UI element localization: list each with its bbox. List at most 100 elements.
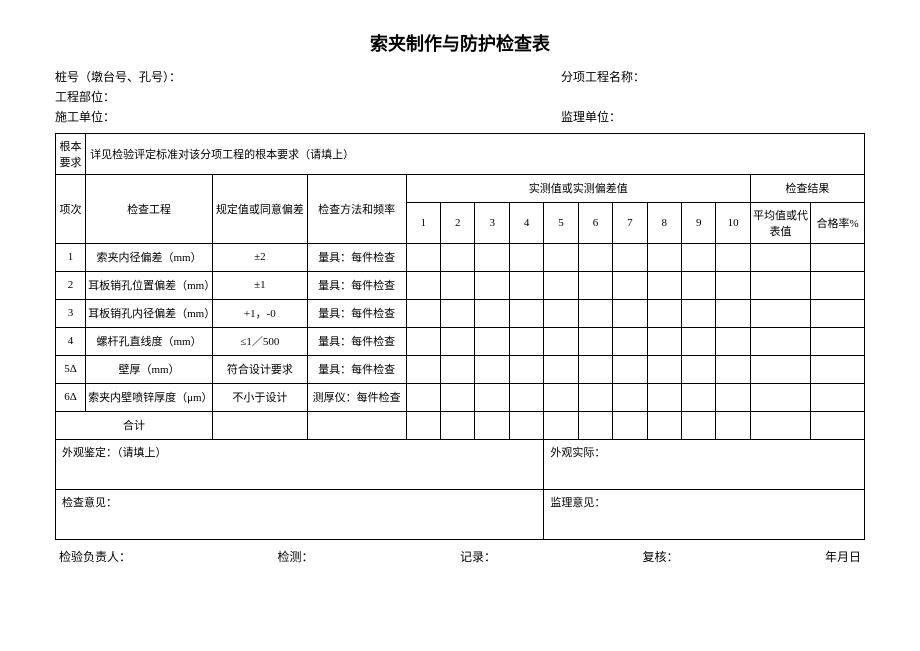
cell-val[interactable] [613,299,647,327]
cell-rate[interactable] [811,411,865,439]
cell-avg[interactable] [750,327,810,355]
cell-val[interactable] [647,327,681,355]
cell-val[interactable] [509,243,543,271]
cell-val[interactable] [441,243,475,271]
cell-val[interactable] [509,411,543,439]
cell-val[interactable] [441,383,475,411]
cell-rate[interactable] [811,383,865,411]
cell-val[interactable] [613,271,647,299]
cell-rate[interactable] [811,355,865,383]
cell-val[interactable] [544,299,578,327]
cell-val[interactable] [475,299,509,327]
opinion-row: 检查意见： 监理意见： [56,489,865,539]
cell-val[interactable] [578,327,612,355]
cell-val[interactable] [613,411,647,439]
cell-val[interactable] [716,243,750,271]
cell-spec: 符合设计要求 [213,355,308,383]
cell-rate[interactable] [811,243,865,271]
cell-val[interactable] [613,327,647,355]
cell-val[interactable] [406,243,440,271]
cell-val[interactable] [716,355,750,383]
cell-val[interactable] [578,271,612,299]
appearance-actual[interactable]: 外观实际： [544,439,865,489]
check-opinion[interactable]: 检查意见： [56,489,544,539]
cell-val[interactable] [406,355,440,383]
cell-val[interactable] [406,411,440,439]
cell-seq: 1 [56,243,86,271]
cell-val[interactable] [509,327,543,355]
cell-spec: ±2 [213,243,308,271]
cell-val[interactable] [406,383,440,411]
cell-seq: 3 [56,299,86,327]
cell-val[interactable] [406,271,440,299]
cell-val[interactable] [716,383,750,411]
cell-avg[interactable] [750,299,810,327]
cell-val[interactable] [475,383,509,411]
col-n3: 3 [475,202,509,243]
cell-val[interactable] [475,243,509,271]
cell-avg[interactable] [750,411,810,439]
cell-avg[interactable] [750,271,810,299]
cell-val[interactable] [509,299,543,327]
col-n4: 4 [509,202,543,243]
cell-avg[interactable] [750,355,810,383]
cell-avg[interactable] [750,243,810,271]
cell-val[interactable] [544,355,578,383]
cell-val[interactable] [441,299,475,327]
cell-val[interactable] [682,355,716,383]
cell-val[interactable] [613,383,647,411]
cell-rate[interactable] [811,299,865,327]
cell-val[interactable] [682,411,716,439]
cell-val[interactable] [475,327,509,355]
supervise-opinion[interactable]: 监理意见： [544,489,865,539]
cell-val[interactable] [544,327,578,355]
cell-item: 索夹内径偏差（mm） [86,243,213,271]
cell-val[interactable] [475,271,509,299]
cell-val[interactable] [578,299,612,327]
cell-val[interactable] [441,327,475,355]
cell-val[interactable] [613,243,647,271]
cell-val[interactable] [509,355,543,383]
cell-rate[interactable] [811,271,865,299]
cell-val[interactable] [441,411,475,439]
cell-val[interactable] [441,271,475,299]
cell-val[interactable] [647,243,681,271]
cell-val[interactable] [647,271,681,299]
cell-val[interactable] [578,355,612,383]
cell-item: 耳板销孔内径偏差（mm） [86,299,213,327]
cell-val[interactable] [716,299,750,327]
cell-val[interactable] [509,271,543,299]
cell-val[interactable] [544,411,578,439]
cell-val[interactable] [578,411,612,439]
cell-val[interactable] [406,327,440,355]
cell-val[interactable] [647,299,681,327]
cell-val[interactable] [613,355,647,383]
cell-val[interactable] [509,383,543,411]
cell-val[interactable] [544,383,578,411]
cell-val[interactable] [647,383,681,411]
cell-val[interactable] [441,355,475,383]
cell-val[interactable] [682,243,716,271]
cell-val[interactable] [578,243,612,271]
appearance-judge[interactable]: 外观鉴定：（请填上） [56,439,544,489]
cell-val[interactable] [682,299,716,327]
cell-val[interactable] [544,243,578,271]
cell-val[interactable] [647,355,681,383]
col-n1: 1 [406,202,440,243]
cell-val[interactable] [475,355,509,383]
cell-val[interactable] [682,383,716,411]
cell-seq: 5Δ [56,355,86,383]
cell-val[interactable] [682,327,716,355]
cell-rate[interactable] [811,327,865,355]
cell-val[interactable] [406,299,440,327]
cell-avg[interactable] [750,383,810,411]
cell-val[interactable] [475,411,509,439]
cell-val[interactable] [647,411,681,439]
cell-val[interactable] [716,411,750,439]
cell-val[interactable] [682,271,716,299]
cell-val[interactable] [544,271,578,299]
cell-val[interactable] [716,327,750,355]
col-seq: 项次 [56,174,86,243]
cell-val[interactable] [716,271,750,299]
cell-val[interactable] [578,383,612,411]
